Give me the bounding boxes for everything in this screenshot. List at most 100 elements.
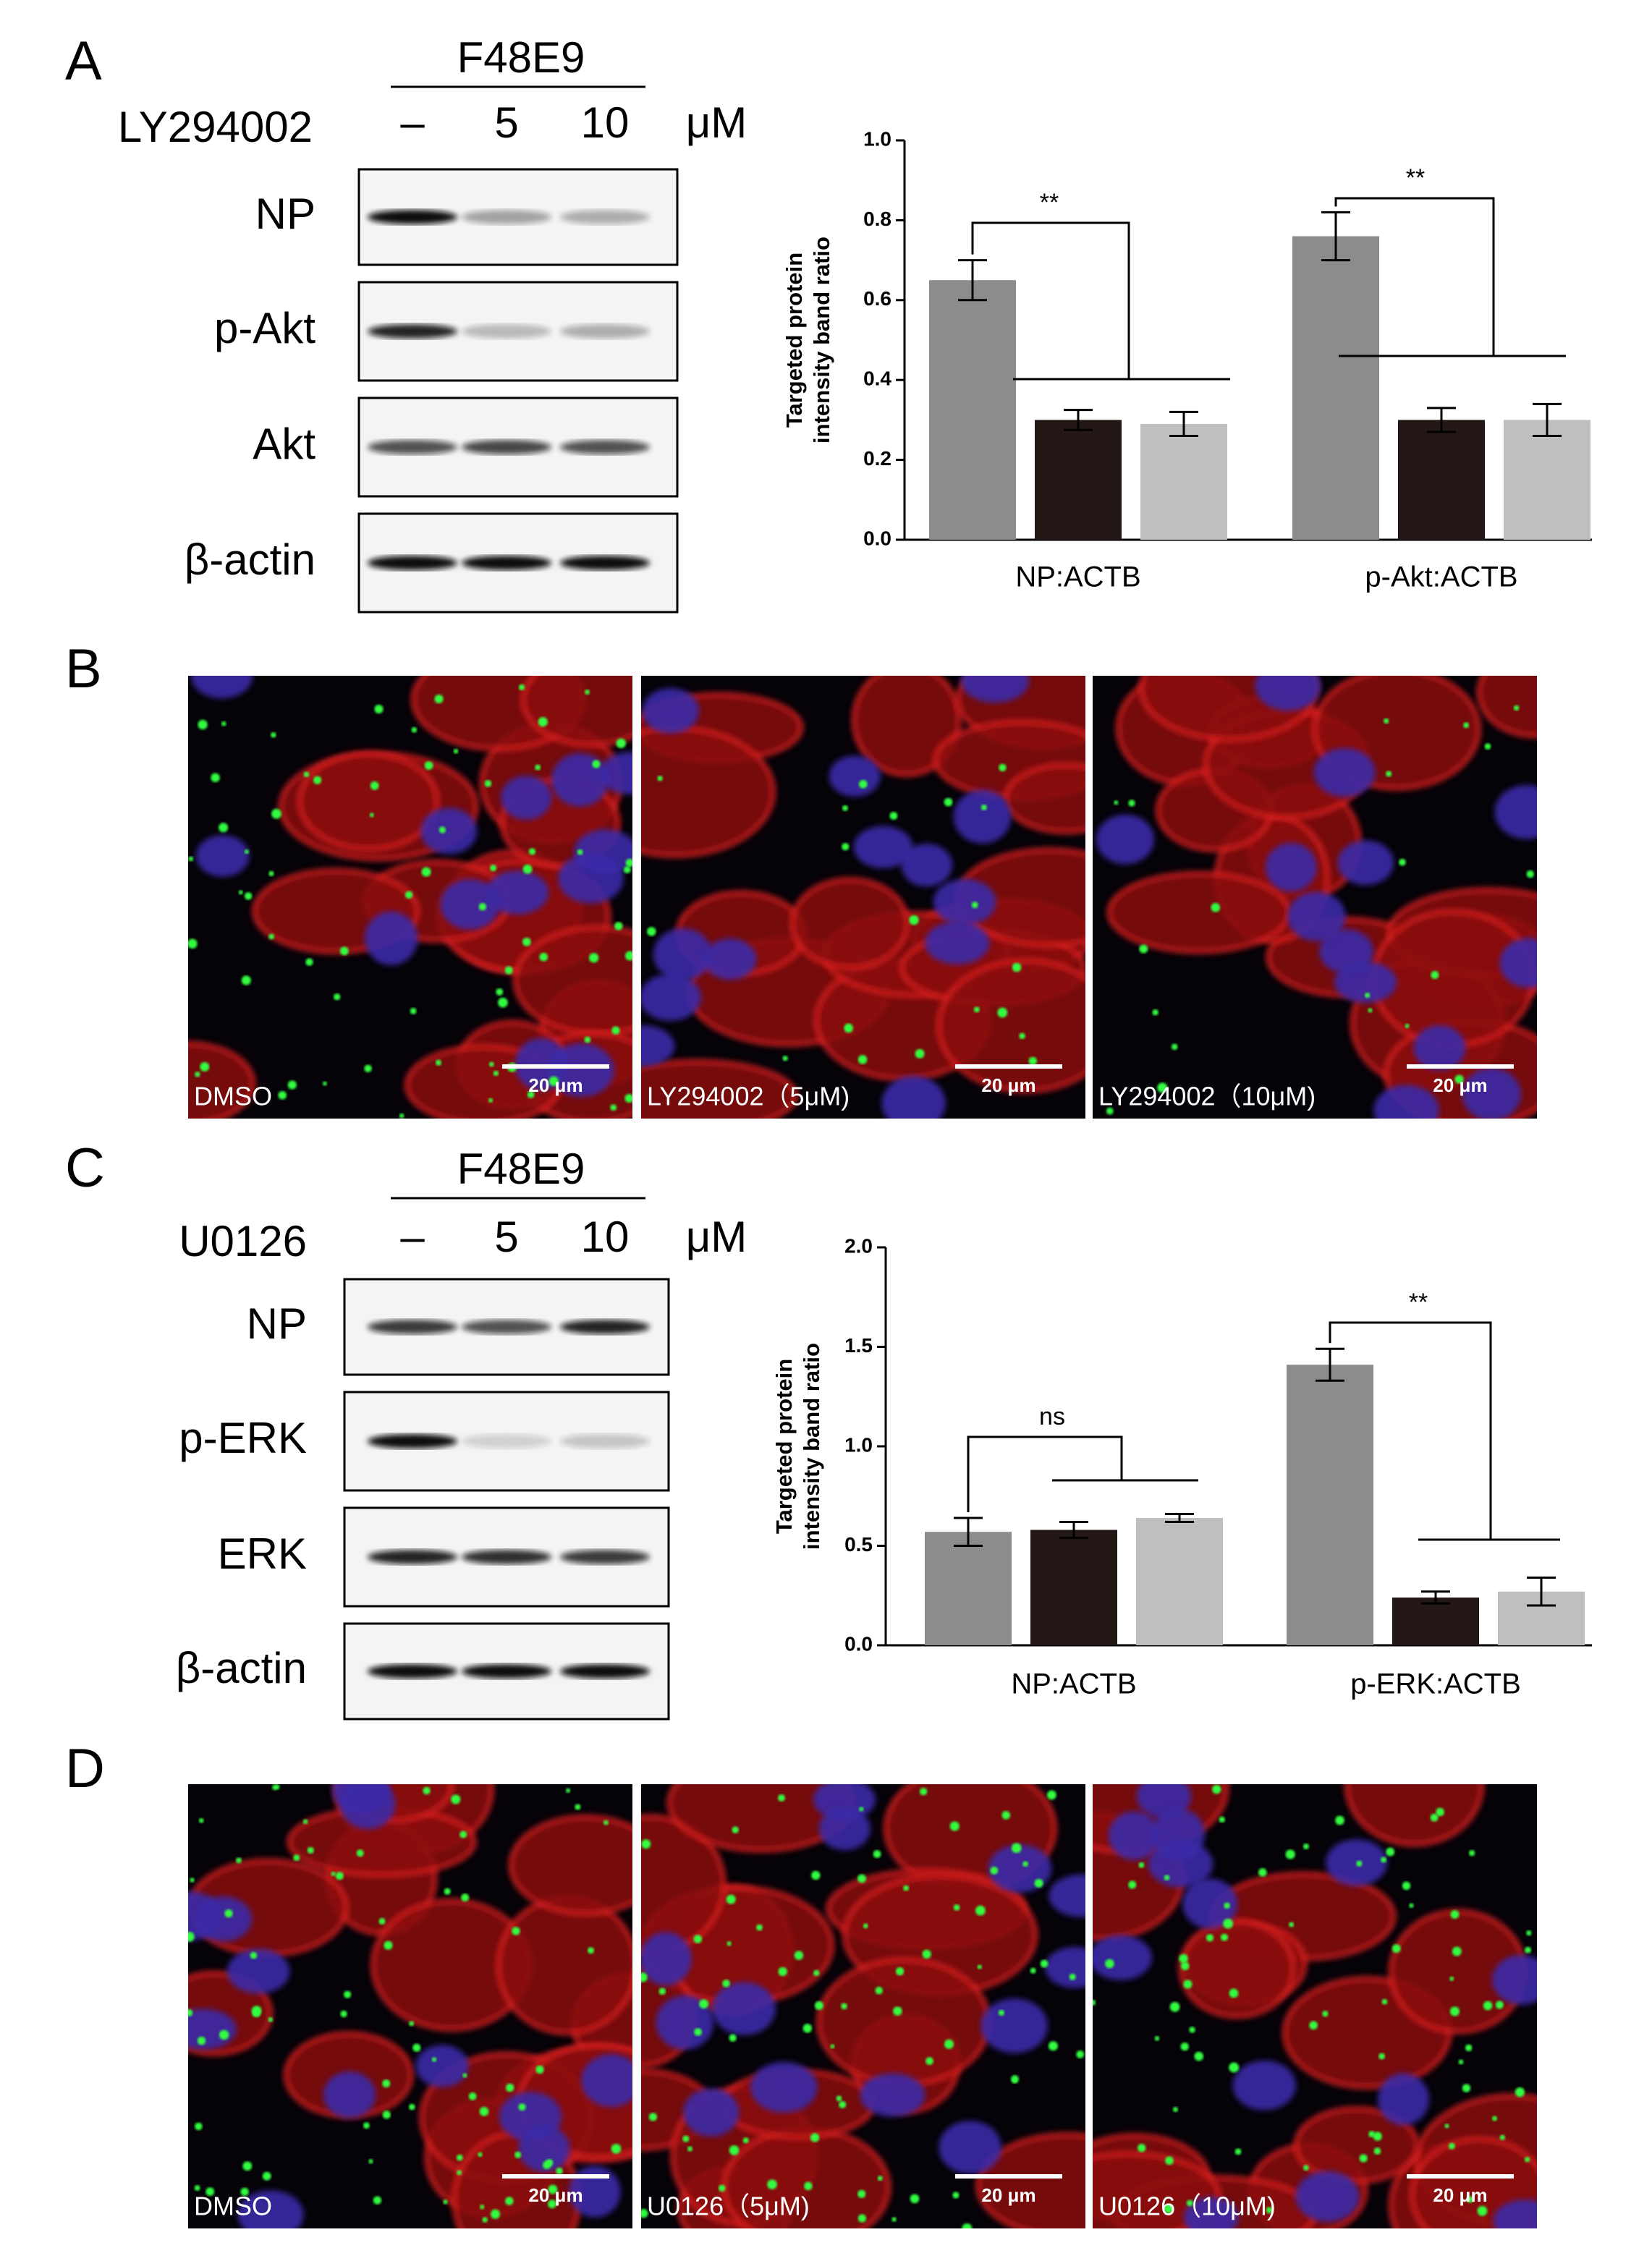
blot-band bbox=[368, 1550, 457, 1564]
green-dot bbox=[335, 1872, 344, 1880]
green-dot bbox=[1152, 1009, 1158, 1016]
green-dot bbox=[802, 2024, 813, 2033]
green-dot bbox=[624, 951, 632, 961]
green-dot bbox=[1356, 1860, 1363, 1867]
green-dot bbox=[287, 1080, 297, 1090]
blot-band bbox=[462, 1434, 551, 1448]
green-dot bbox=[1499, 2134, 1505, 2140]
green-dot bbox=[1186, 2200, 1193, 2207]
green-dot bbox=[804, 2181, 813, 2191]
nucleus bbox=[569, 2165, 621, 2218]
blot-band bbox=[560, 324, 650, 339]
green-dot bbox=[1194, 2051, 1204, 2061]
green-dot bbox=[693, 1935, 703, 1943]
cell bbox=[816, 1957, 991, 2087]
green-dot bbox=[1206, 1934, 1214, 1942]
green-dot bbox=[830, 2044, 835, 2049]
green-dot bbox=[836, 2095, 842, 2102]
green-dot bbox=[891, 2217, 897, 2222]
y-tick-label: 0.0 bbox=[863, 527, 891, 549]
dose-label: 5 bbox=[494, 98, 518, 147]
error-bar bbox=[1321, 211, 1350, 262]
nucleus bbox=[750, 2061, 818, 2113]
green-dot bbox=[484, 780, 492, 787]
nucleus bbox=[486, 870, 549, 915]
green-dot bbox=[1402, 1881, 1411, 1891]
green-dot bbox=[1368, 1008, 1373, 1013]
green-dot bbox=[451, 1794, 461, 1804]
green-dot bbox=[565, 1788, 571, 1793]
green-dot bbox=[382, 2079, 391, 2088]
green-dot bbox=[973, 1006, 980, 1013]
green-dot bbox=[577, 849, 583, 855]
green-dot bbox=[271, 808, 281, 819]
nucleus bbox=[339, 1784, 396, 1830]
blot-band bbox=[560, 1434, 650, 1448]
cell bbox=[641, 1059, 798, 1119]
green-dot bbox=[313, 776, 322, 784]
green-dot bbox=[584, 1036, 591, 1043]
green-dot bbox=[778, 1967, 787, 1977]
nucleus bbox=[641, 974, 701, 1021]
green-dot bbox=[682, 2135, 690, 2142]
micrograph-content bbox=[1093, 1784, 1537, 2228]
condition-label: LY294002（5μM) bbox=[647, 1082, 850, 1111]
nucleus bbox=[980, 1998, 1049, 2053]
green-dot bbox=[1373, 2131, 1382, 2141]
green-dot bbox=[1169, 2002, 1180, 2012]
green-dot bbox=[729, 2034, 737, 2042]
green-dot bbox=[434, 694, 444, 704]
green-dot bbox=[439, 826, 446, 833]
bar bbox=[1287, 1365, 1373, 1645]
nucleus bbox=[1319, 929, 1373, 974]
nucleus bbox=[818, 1807, 871, 1851]
micrograph: DMSO 20 μm bbox=[188, 676, 632, 1119]
nucleus bbox=[440, 879, 500, 930]
y-tick-label: 1.0 bbox=[863, 127, 891, 150]
unit-label: μM bbox=[686, 1213, 747, 1261]
green-dot bbox=[857, 1874, 866, 1883]
green-dot bbox=[488, 1098, 494, 1103]
green-dot bbox=[875, 1986, 883, 1995]
green-dot bbox=[198, 1817, 204, 1823]
green-dot bbox=[188, 856, 194, 862]
green-dot bbox=[1138, 1862, 1145, 1868]
green-dot bbox=[505, 2197, 514, 2205]
nucleus bbox=[1494, 784, 1537, 839]
error-bar bbox=[1169, 410, 1198, 437]
error-bar bbox=[1316, 1347, 1344, 1382]
green-dot bbox=[1465, 2044, 1473, 2052]
green-dot bbox=[190, 1878, 195, 1883]
green-dot bbox=[1114, 800, 1119, 805]
green-dot bbox=[1219, 1816, 1225, 1823]
green-dot bbox=[610, 1104, 617, 1111]
green-dot bbox=[694, 2028, 702, 2036]
green-dot bbox=[603, 1820, 609, 1825]
green-dot bbox=[195, 2122, 203, 2131]
green-dot bbox=[782, 1056, 788, 1061]
nucleus bbox=[1377, 2073, 1430, 2126]
nucleus bbox=[860, 2073, 925, 2117]
nucleus bbox=[1337, 840, 1394, 886]
blot-band bbox=[462, 556, 551, 570]
green-dot bbox=[374, 704, 384, 714]
green-dot bbox=[200, 1062, 210, 1072]
green-dot bbox=[1335, 1815, 1344, 1825]
green-dot bbox=[188, 938, 198, 949]
green-dot bbox=[742, 2137, 749, 2144]
green-dot bbox=[410, 1007, 417, 1014]
green-dot bbox=[1128, 1880, 1137, 1889]
green-dot bbox=[952, 2192, 960, 2199]
green-dot bbox=[219, 2029, 229, 2040]
green-dot bbox=[331, 1871, 336, 1877]
green-dot bbox=[369, 813, 374, 818]
green-dot bbox=[857, 2214, 867, 2223]
green-dot bbox=[1386, 771, 1392, 777]
green-dot bbox=[810, 2133, 820, 2142]
blot-band bbox=[462, 210, 551, 224]
nucleus bbox=[1093, 1935, 1152, 1980]
green-dot bbox=[794, 1951, 804, 1960]
condition-label: LY294002（10μM) bbox=[1098, 1082, 1316, 1111]
